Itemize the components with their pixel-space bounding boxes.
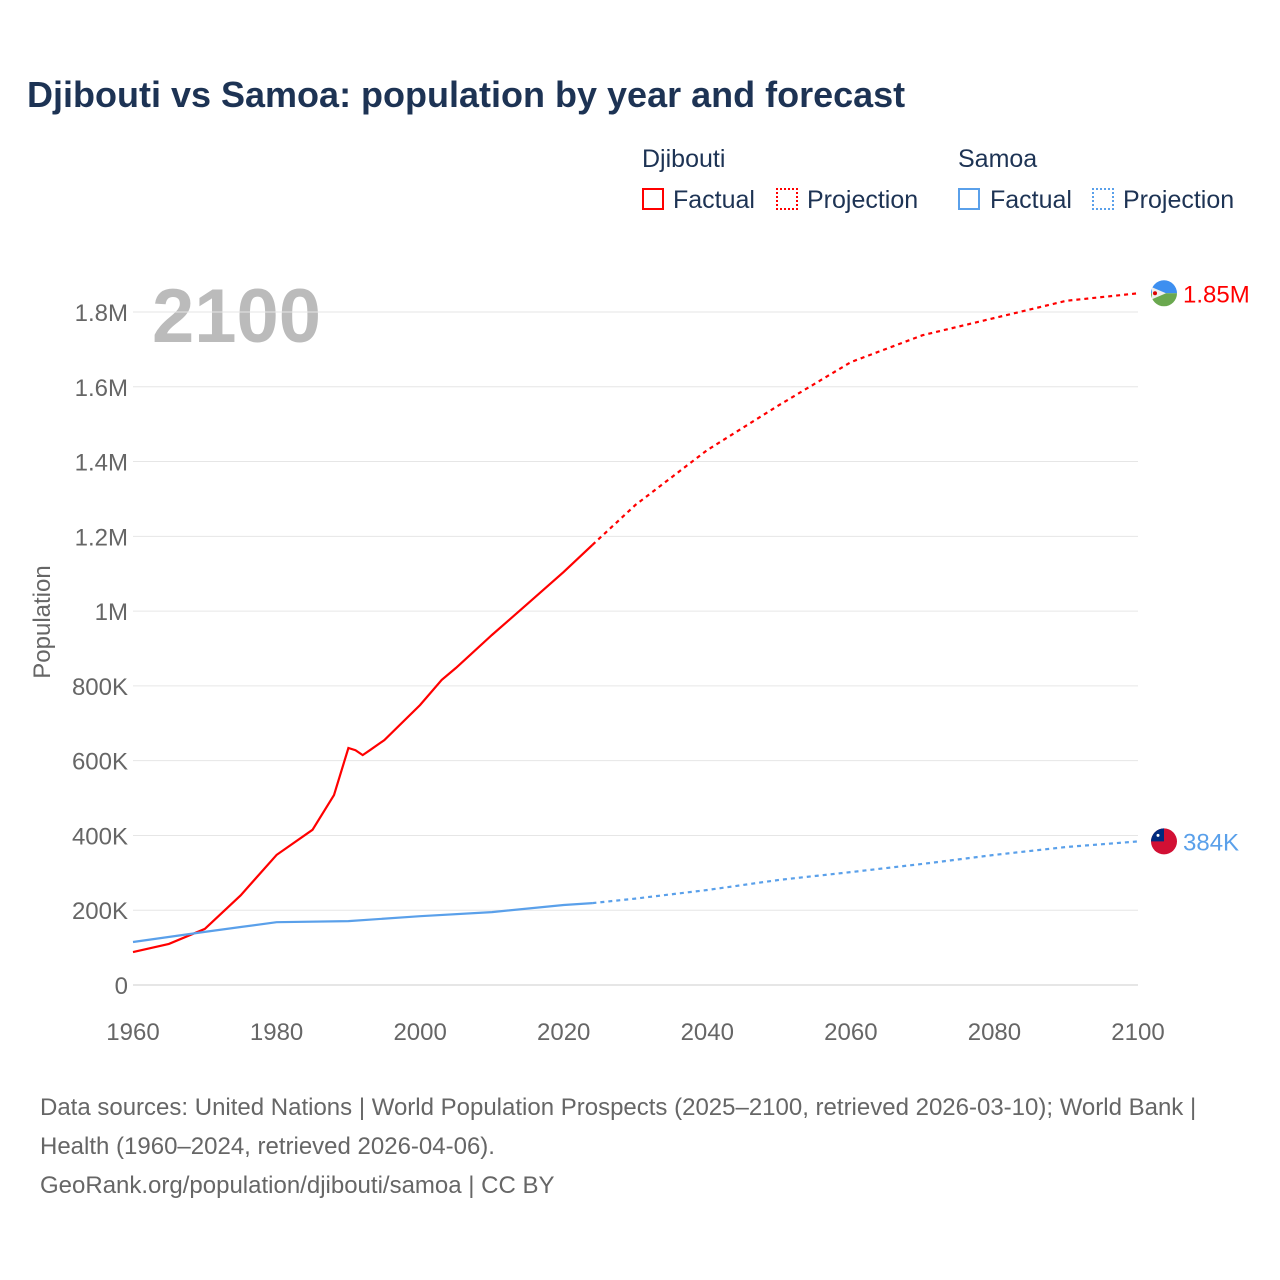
y-tick-label: 1.2M bbox=[75, 524, 128, 551]
year-overlay: 2100 bbox=[152, 274, 321, 359]
x-tick-label: 1960 bbox=[106, 1019, 159, 1046]
legend-samoa-projection[interactable]: Projection bbox=[1123, 186, 1235, 214]
y-tick-label: 1.8M bbox=[75, 300, 128, 327]
source-line-2[interactable]: GeoRank.org/population/djibouti/samoa | … bbox=[40, 1172, 555, 1199]
y-axis-label: Population bbox=[29, 565, 56, 678]
samoa-flag-icon bbox=[1151, 828, 1177, 855]
y-tick-label: 600K bbox=[72, 749, 128, 776]
legend-samoa-factual[interactable]: Factual bbox=[990, 186, 1072, 214]
x-tick-label: 1980 bbox=[250, 1019, 303, 1046]
x-tick-label: 2040 bbox=[681, 1019, 734, 1046]
legend-swatch-samoa-factual bbox=[958, 188, 980, 210]
series-line-samoa-factual bbox=[132, 902, 593, 944]
legend-swatch-samoa-projection bbox=[1092, 188, 1114, 210]
y-tick-label: 800K bbox=[72, 674, 128, 701]
djibouti-flag-icon bbox=[1151, 280, 1177, 307]
x-tick-label: 2080 bbox=[968, 1019, 1021, 1046]
y-tick-label: 400K bbox=[72, 823, 128, 850]
y-tick-label: 1.4M bbox=[75, 450, 128, 477]
x-tick-label: 2020 bbox=[537, 1019, 590, 1046]
legend-djibouti-factual[interactable]: Factual bbox=[673, 186, 755, 214]
x-tick-label: 2000 bbox=[393, 1019, 446, 1046]
legend-group-samoa: Samoa bbox=[958, 145, 1038, 173]
end-label-samoa: 384K bbox=[1183, 829, 1239, 856]
series-line-samoa-projection bbox=[592, 840, 1139, 905]
chart-title: Djibouti vs Samoa: population by year an… bbox=[27, 74, 906, 115]
series-line-djibouti-factual bbox=[132, 544, 594, 954]
y-tick-label: 0 bbox=[115, 973, 128, 1000]
legend-group-djibouti: Djibouti bbox=[642, 145, 726, 173]
end-label-djibouti: 1.85M bbox=[1183, 281, 1250, 308]
legend-djibouti-projection[interactable]: Projection bbox=[807, 186, 919, 214]
y-tick-label: 1M bbox=[95, 599, 128, 626]
legend-swatch-djibouti-projection bbox=[776, 188, 798, 210]
legend-swatch-djibouti-factual bbox=[642, 188, 664, 210]
source-line-1: Data sources: United Nations | World Pop… bbox=[40, 1094, 1197, 1160]
y-tick-label: 1.6M bbox=[75, 375, 128, 402]
y-tick-label: 200K bbox=[72, 898, 128, 925]
series-line-djibouti-projection bbox=[591, 292, 1139, 546]
source-note: Data sources: United Nations | World Pop… bbox=[40, 1088, 1240, 1205]
x-tick-label: 2060 bbox=[824, 1019, 877, 1046]
x-tick-label: 2100 bbox=[1111, 1019, 1164, 1046]
